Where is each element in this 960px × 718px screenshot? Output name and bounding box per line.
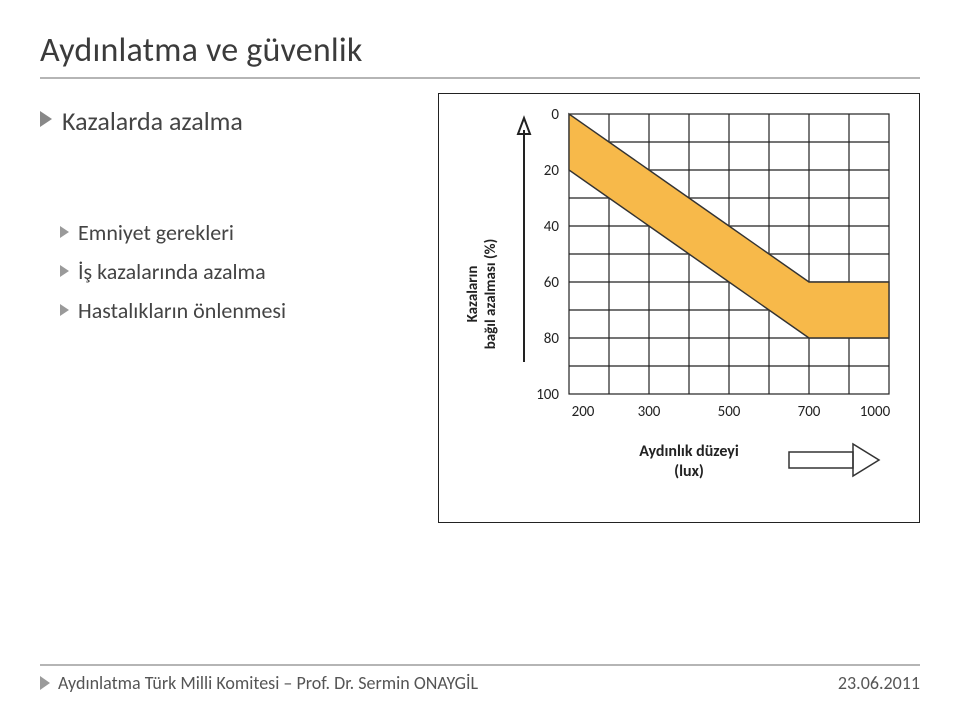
- bullet-sub-2: Hastalıkların önlenmesi: [40, 297, 414, 324]
- bullet-main-text: Kazalarda azalma: [62, 105, 243, 137]
- bullet-sub-0: Emniyet gerekleri: [40, 219, 414, 246]
- chart-grid: [569, 114, 889, 394]
- svg-text:200: 200: [571, 403, 594, 421]
- svg-text:bağıl azalması (%): bağıl azalması (%): [482, 239, 500, 350]
- legend-arrow-icon: [789, 444, 879, 476]
- svg-text:500: 500: [717, 403, 740, 421]
- svg-text:300: 300: [637, 403, 660, 421]
- svg-text:Aydınlık düzeyi: Aydınlık düzeyi: [639, 442, 739, 461]
- bullet-main: Kazalarda azalma: [40, 105, 414, 137]
- page-title: Aydınlatma ve güvenlik: [40, 30, 920, 79]
- bullet-arrow-icon: [60, 226, 69, 238]
- svg-text:1000: 1000: [860, 403, 891, 421]
- svg-text:0: 0: [551, 106, 559, 124]
- bullet-sub-text: Hastalıkların önlenmesi: [78, 297, 286, 324]
- chart-svg: 0 20 40 60 80 100 Kazaların bağıl azalması (%…: [439, 94, 929, 524]
- footer-line: Aydınlatma Türk Milli Komitesi – Prof. D…: [40, 664, 920, 694]
- body: Kazalarda azalma Emniyet gerekleri İş ka…: [40, 97, 920, 523]
- svg-text:Kazaların: Kazaların: [464, 266, 482, 323]
- x-axis-label: Aydınlık düzeyi (lux): [639, 442, 739, 481]
- footer-arrow-icon: [40, 676, 50, 690]
- y-axis-label: Kazaların bağıl azalması (%): [464, 239, 500, 350]
- bullet-arrow-icon: [40, 111, 52, 127]
- footer-text: Aydınlatma Türk Milli Komitesi – Prof. D…: [58, 672, 478, 694]
- y-tick-labels: 0 20 40 60 80 100: [536, 106, 559, 404]
- bullet-list: Kazalarda azalma Emniyet gerekleri İş ka…: [40, 97, 414, 523]
- footer: Aydınlatma Türk Milli Komitesi – Prof. D…: [0, 664, 960, 694]
- bullet-arrow-icon: [60, 265, 69, 277]
- y-axis-arrow-icon: [518, 118, 530, 362]
- svg-text:40: 40: [544, 218, 560, 236]
- bullet-sub-text: Emniyet gerekleri: [78, 219, 234, 246]
- svg-text:(lux): (lux): [674, 462, 704, 481]
- footer-left: Aydınlatma Türk Milli Komitesi – Prof. D…: [40, 672, 478, 694]
- svg-text:700: 700: [797, 403, 820, 421]
- sub-bullets: Emniyet gerekleri İş kazalarında azalma …: [40, 219, 414, 324]
- bullet-sub-text: İş kazalarında azalma: [78, 258, 266, 285]
- svg-text:80: 80: [544, 330, 560, 348]
- chart-panel: 0 20 40 60 80 100 Kazaların bağıl azalması (%…: [438, 93, 920, 523]
- bullet-sub-1: İş kazalarında azalma: [40, 258, 414, 285]
- footer-date: 23.06.2011: [838, 672, 920, 694]
- bullet-arrow-icon: [60, 304, 69, 316]
- svg-text:20: 20: [544, 162, 560, 180]
- slide: Aydınlatma ve güvenlik Kazalarda azalma …: [0, 0, 960, 718]
- svg-text:100: 100: [536, 386, 559, 404]
- x-tick-labels: 200 300 500 700 1000: [571, 403, 890, 421]
- svg-text:60: 60: [544, 274, 560, 292]
